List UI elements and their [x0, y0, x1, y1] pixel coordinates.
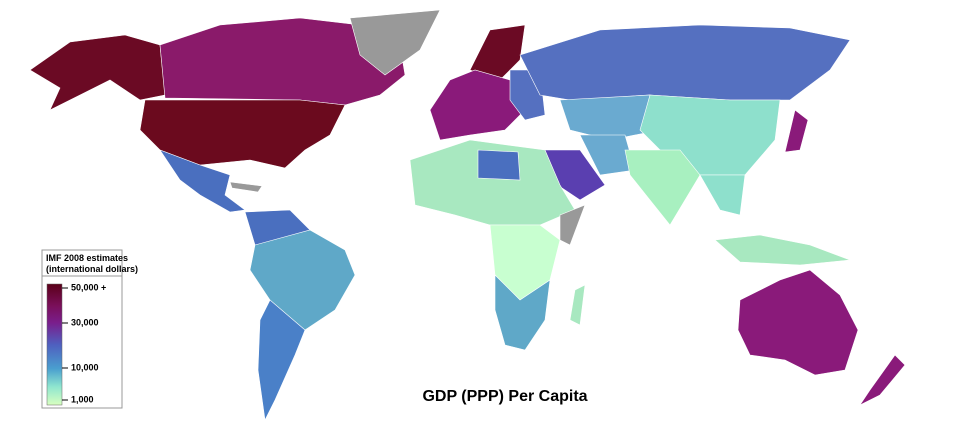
argentina-chile — [257, 299, 306, 421]
indonesia — [714, 234, 851, 266]
map-title: GDP (PPP) Per Capita — [422, 388, 587, 405]
libya — [477, 149, 521, 181]
greenland — [349, 9, 441, 76]
alaska — [29, 34, 166, 111]
india — [624, 149, 701, 226]
legend: IMF 2008 estimates (international dollar… — [41, 249, 138, 409]
north-africa — [409, 139, 576, 226]
central-asia — [559, 94, 661, 141]
countries — [29, 9, 906, 421]
legend-tick-label: 1,000 — [71, 394, 94, 404]
legend-title: (international dollars) — [46, 264, 138, 274]
legend-tick-label: 30,000 — [71, 317, 99, 327]
somalia — [559, 204, 586, 246]
mexico — [159, 149, 246, 213]
madagascar — [569, 284, 586, 326]
southeast-asia — [699, 174, 746, 216]
legend-gradient — [46, 283, 63, 406]
caribbean — [229, 181, 263, 193]
legend-title: IMF 2008 estimates — [46, 253, 128, 263]
russia — [519, 24, 851, 101]
canada — [159, 17, 406, 106]
usa — [139, 99, 346, 169]
new-zealand — [859, 354, 906, 406]
japan — [784, 109, 809, 153]
australia — [737, 269, 859, 376]
southern-africa — [494, 274, 551, 351]
legend-tick-label: 10,000 — [71, 362, 99, 372]
legend-tick-label: 50,000 + — [71, 282, 106, 292]
